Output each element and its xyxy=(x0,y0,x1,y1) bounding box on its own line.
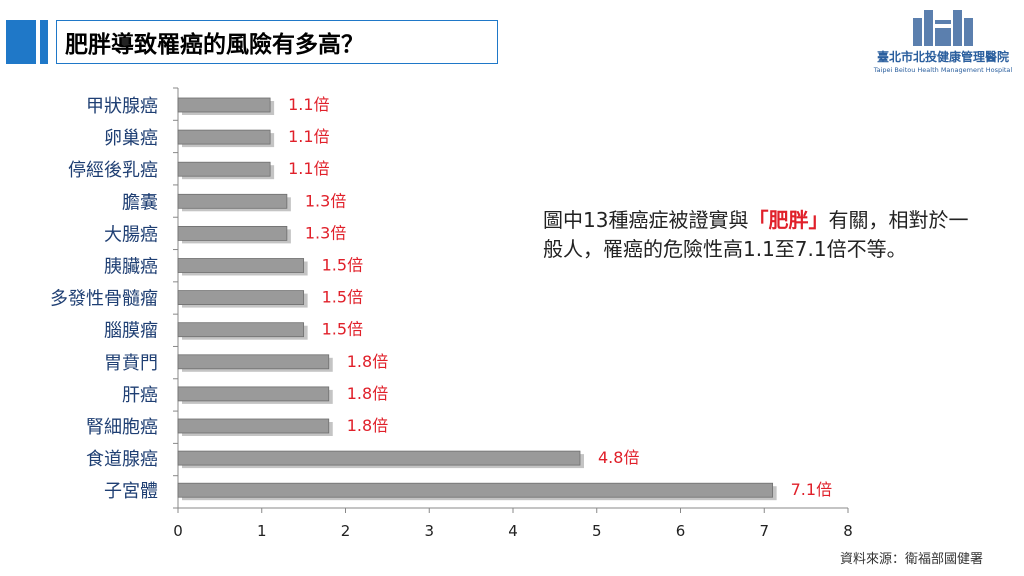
category-label: 胰臟癌 xyxy=(104,257,158,278)
x-tick-label: 7 xyxy=(759,522,769,540)
category-label: 膽囊 xyxy=(122,192,158,213)
bar xyxy=(177,386,330,402)
bar xyxy=(177,258,305,273)
callout-part2: 有關，相對於一般人，罹癌的危險性高1.1至7.1倍不等。 xyxy=(543,208,969,261)
logo-subtitle: Taipei Beitou Health Management Hospital xyxy=(873,66,1013,74)
bar xyxy=(177,161,271,177)
bar xyxy=(177,354,330,370)
category-label: 腎細胞癌 xyxy=(86,417,158,438)
data-label: 1.5倍 xyxy=(322,288,363,307)
bar xyxy=(177,450,581,466)
x-tick-label: 1 xyxy=(257,522,267,540)
category-label: 肝癌 xyxy=(122,385,158,406)
source-note: 資料來源：衛福部國健署 xyxy=(840,552,984,567)
category-label: 多發性骨髓瘤 xyxy=(50,289,158,310)
data-label: 1.8倍 xyxy=(347,352,388,371)
data-label: 1.1倍 xyxy=(288,95,329,114)
data-label: 1.1倍 xyxy=(288,127,329,146)
bar xyxy=(177,97,271,113)
bar xyxy=(177,129,271,145)
data-label: 1.8倍 xyxy=(347,416,388,435)
bar xyxy=(177,322,305,338)
data-label: 7.1倍 xyxy=(791,480,832,499)
x-tick-label: 4 xyxy=(508,522,518,540)
data-label: 1.8倍 xyxy=(347,384,388,403)
bar xyxy=(177,290,305,306)
data-label: 1.3倍 xyxy=(305,191,346,210)
x-tick-label: 2 xyxy=(341,522,351,540)
bar xyxy=(177,418,330,434)
callout-text: 圖中13種癌症被證實與「肥胖」有關，相對於一般人，罹癌的危險性高1.1至7.1倍… xyxy=(543,206,983,264)
x-tick-label: 3 xyxy=(424,522,434,540)
x-tick-label: 5 xyxy=(592,522,602,540)
data-label: 1.5倍 xyxy=(322,320,363,339)
x-tick-label: 6 xyxy=(676,522,686,540)
bar xyxy=(177,225,288,241)
category-label: 子宮體 xyxy=(104,481,158,502)
data-label: 1.1倍 xyxy=(288,159,329,178)
callout-highlight: 「肥胖」 xyxy=(748,208,829,232)
category-label: 胃賁門 xyxy=(104,353,158,374)
x-tick-label: 8 xyxy=(843,522,853,540)
callout-part1: 圖中13種癌症被證實與 xyxy=(543,208,749,232)
category-label: 食道腺癌 xyxy=(86,449,158,470)
data-label: 1.5倍 xyxy=(322,256,363,275)
hospital-logo: 臺北市北投健康管理醫院 Taipei Beitou Health Managem… xyxy=(868,6,1018,82)
logo-name: 臺北市北投健康管理醫院 xyxy=(876,50,1009,64)
category-label: 停經後乳癌 xyxy=(68,160,158,181)
bar xyxy=(177,193,288,209)
category-label: 腦膜瘤 xyxy=(104,321,158,342)
x-tick-label: 0 xyxy=(173,522,183,540)
title-accent-stripe xyxy=(40,20,48,64)
data-label: 1.3倍 xyxy=(305,223,346,242)
hospital-building-icon xyxy=(913,10,973,46)
title-accent-bar xyxy=(6,20,36,64)
page-title: 肥胖導致罹癌的風險有多高？ xyxy=(56,20,498,64)
data-label: 4.8倍 xyxy=(598,448,639,467)
category-label: 甲狀腺癌 xyxy=(86,96,158,117)
category-label: 大腸癌 xyxy=(104,224,158,245)
bar xyxy=(177,482,774,498)
category-label: 卵巢癌 xyxy=(104,128,158,149)
